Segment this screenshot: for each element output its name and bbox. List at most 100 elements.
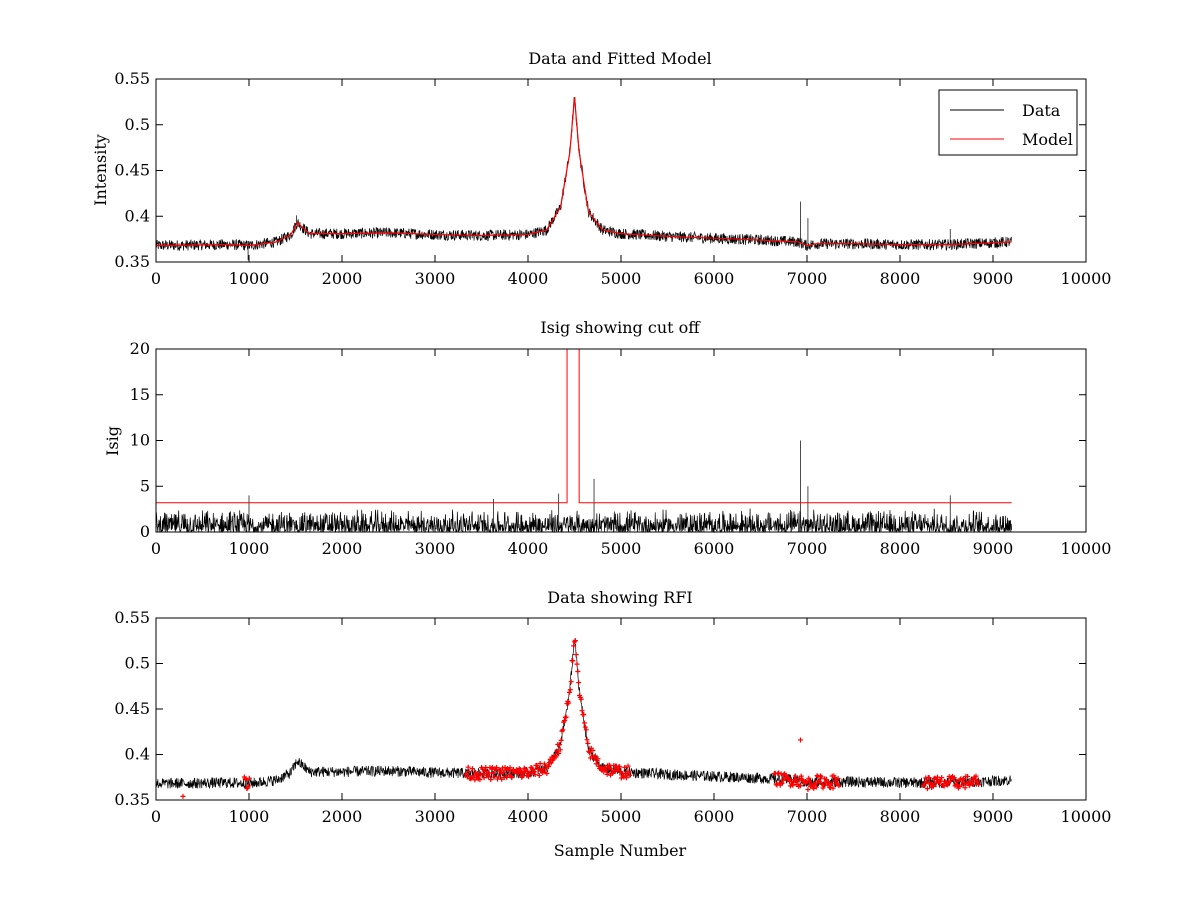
y-tick-label: 0.35: [114, 252, 150, 271]
rfi-marker: [521, 765, 527, 771]
rfi-marker: [590, 747, 596, 753]
rfi-marker: [939, 775, 945, 781]
rfi-marker: [536, 773, 542, 779]
rfi-marker: [924, 779, 930, 785]
rfi-marker: [576, 680, 582, 686]
rfi-marker: [464, 774, 470, 780]
series-isig-line: [155, 440, 1012, 534]
rfi-marker: [469, 766, 475, 772]
y-tick-label: 0.55: [114, 608, 150, 627]
rfi-marker: [593, 761, 599, 767]
rfi-marker: [466, 768, 472, 774]
y-tick-label: 0.35: [114, 790, 150, 809]
rfi-marker: [561, 718, 567, 724]
y-tick-label: 20: [130, 339, 150, 358]
rfi-marker: [965, 773, 971, 779]
rfi-marker: [830, 785, 836, 791]
rfi-marker: [941, 783, 947, 789]
rfi-marker: [612, 769, 618, 775]
x-tick-label: 10000: [1061, 539, 1112, 558]
rfi-marker: [780, 777, 786, 783]
x-tick-label: 4000: [508, 807, 549, 826]
rfi-marker: [813, 784, 819, 790]
x-tick-label: 3000: [415, 807, 456, 826]
rfi-marker: [544, 770, 550, 776]
y-tick-label: 0.5: [125, 115, 150, 134]
rfi-marker: [573, 652, 579, 658]
rfi-marker: [832, 775, 838, 781]
rfi-marker: [566, 689, 572, 695]
rfi-marker: [532, 772, 538, 778]
rfi-marker: [962, 785, 968, 791]
rfi-marker: [570, 658, 576, 664]
x-tick-label: 1000: [229, 539, 270, 558]
rfi-marker: [489, 764, 495, 770]
x-tick-label: 0: [151, 539, 161, 558]
rfi-marker: [818, 774, 824, 780]
rfi-marker: [803, 779, 809, 785]
rfi-marker: [486, 770, 492, 776]
rfi-marker: [606, 765, 612, 771]
rfi-marker: [464, 772, 470, 778]
rfi-marker: [567, 687, 573, 693]
rfi-marker: [504, 774, 510, 780]
rfi-marker: [836, 783, 842, 789]
rfi-marker: [575, 669, 581, 675]
rfi-marker: [494, 765, 500, 771]
panel1-legend: Data Model: [938, 89, 1078, 156]
rfi-marker: [833, 778, 839, 784]
rfi-marker: [626, 769, 632, 775]
x-tick-label: 6000: [694, 269, 735, 288]
panel1-ylabel: Intensity: [91, 134, 110, 206]
rfi-marker: [975, 778, 981, 784]
rfi-marker: [541, 766, 547, 772]
y-tick-label: 0.4: [125, 745, 150, 764]
x-tick-label: 6000: [694, 807, 735, 826]
rfi-marker: [585, 740, 591, 746]
rfi-marker: [806, 775, 812, 781]
x-tick-label: 9000: [973, 807, 1014, 826]
rfi-marker: [817, 779, 823, 785]
rfi-marker: [518, 768, 524, 774]
rfi-marker: [243, 777, 249, 783]
rfi-marker: [541, 761, 547, 767]
rfi-marker: [797, 737, 803, 743]
rfi-marker: [558, 737, 564, 743]
rfi-marker: [786, 776, 792, 782]
rfi-marker: [970, 781, 976, 787]
rfi-marker: [477, 777, 483, 783]
rfi-marker: [581, 711, 587, 717]
rfi-marker: [465, 764, 471, 770]
rfi-marker: [833, 780, 839, 786]
rfi-marker: [491, 774, 497, 780]
legend-label-data: Data: [1022, 101, 1061, 120]
rfi-marker: [951, 775, 957, 781]
x-tick-label: 7000: [787, 269, 828, 288]
rfi-marker: [478, 771, 484, 777]
panel3-series: [155, 638, 1012, 799]
rfi-marker: [973, 773, 979, 779]
rfi-marker: [820, 785, 826, 791]
rfi-marker: [812, 780, 818, 786]
rfi-marker: [572, 638, 578, 644]
rfi-marker: [792, 777, 798, 783]
x-tick-label: 4000: [508, 539, 549, 558]
rfi-marker: [615, 767, 621, 773]
panel-isig-showing-cut-off: Isig showing cut off Isig 0 1000 2000 3000 4…: [103, 318, 1111, 558]
panel1-title: Data and Fitted Model: [528, 49, 711, 68]
y-tick-label: 0.4: [125, 206, 150, 225]
rfi-marker: [947, 778, 953, 784]
rfi-marker: [954, 778, 960, 784]
rfi-marker: [485, 773, 491, 779]
rfi-marker: [537, 761, 543, 767]
rfi-marker: [483, 764, 489, 770]
x-tick-label: 4000: [508, 269, 549, 288]
x-tick-label: 2000: [322, 807, 363, 826]
x-tick-label: 5000: [601, 269, 642, 288]
y-tick-label: 0.55: [114, 69, 150, 88]
x-tick-label: 8000: [880, 807, 921, 826]
rfi-marker: [556, 742, 562, 748]
rfi-marker: [574, 661, 580, 667]
x-tick-label: 6000: [694, 539, 735, 558]
rfi-marker: [582, 720, 588, 726]
